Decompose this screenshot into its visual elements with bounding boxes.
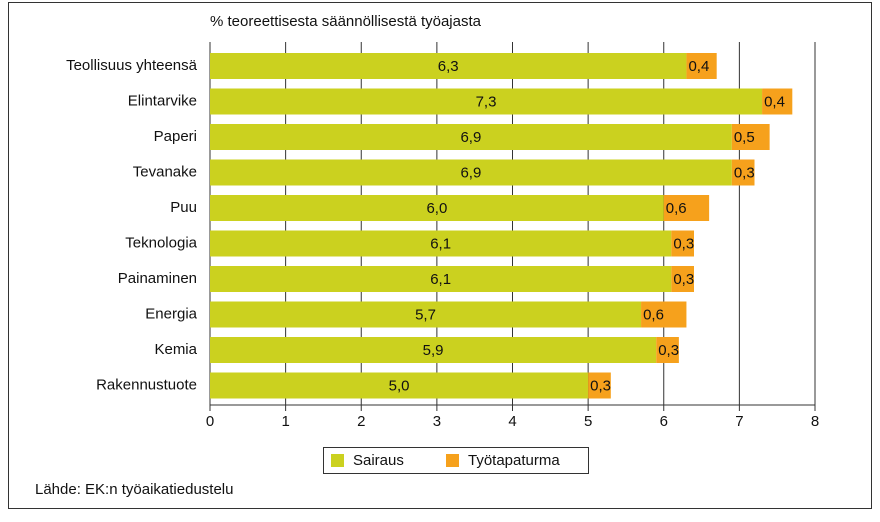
x-tick-label: 8 <box>811 413 819 430</box>
value-label: 0,3 <box>590 377 611 394</box>
bar-segment <box>762 88 793 115</box>
value-label: 5,0 <box>389 377 410 394</box>
value-label: 5,9 <box>423 342 444 359</box>
value-label: 0,4 <box>688 58 709 75</box>
value-label: 6,1 <box>430 235 451 252</box>
value-label: 6,3 <box>438 58 459 75</box>
value-label: 0,3 <box>658 342 679 359</box>
bar-segment <box>656 337 679 363</box>
bar-segment <box>663 195 710 221</box>
bar-segment <box>210 372 589 399</box>
value-label: 6,1 <box>430 271 451 288</box>
value-label: 0,3 <box>673 235 694 252</box>
legend-swatch <box>331 454 344 467</box>
value-label: 0,3 <box>673 271 694 288</box>
legend-label: Sairaus <box>353 452 404 469</box>
value-label: 5,7 <box>415 306 436 323</box>
bar-segment <box>641 301 687 328</box>
value-label: 6,9 <box>460 164 481 181</box>
bar-segment <box>686 53 717 79</box>
bar-segment <box>210 230 672 257</box>
bar-segment <box>731 124 770 150</box>
source-note: Lähde: EK:n työaikatiedustelu <box>35 481 233 498</box>
value-label: 0,6 <box>666 200 687 217</box>
value-label: 0,4 <box>764 93 785 110</box>
value-label: 6,9 <box>460 129 481 146</box>
x-tick-label: 0 <box>206 413 214 430</box>
bar-segment <box>210 53 687 79</box>
y-tick-label: Paperi <box>154 128 197 145</box>
y-tick-label: Energia <box>145 305 197 322</box>
bar-segment <box>731 159 755 186</box>
x-tick-label: 5 <box>584 413 592 430</box>
value-label: 0,3 <box>734 164 755 181</box>
y-tick-label: Rakennustuote <box>96 376 197 393</box>
bar-segment <box>210 337 657 363</box>
x-tick-label: 7 <box>735 413 743 430</box>
legend-swatch <box>446 454 459 467</box>
bar-segment <box>210 159 732 186</box>
x-tick-label: 3 <box>433 413 441 430</box>
legend-label: Työtapaturma <box>468 452 560 469</box>
y-tick-label: Tevanake <box>133 163 197 180</box>
x-tick-label: 6 <box>660 413 668 430</box>
bar-segment <box>671 266 694 292</box>
value-label: 6,0 <box>426 200 447 217</box>
y-tick-label: Teollisuus yhteensä <box>66 57 198 74</box>
x-tick-label: 1 <box>281 413 289 430</box>
y-tick-label: Teknologia <box>125 234 197 251</box>
x-tick-label: 4 <box>508 413 516 430</box>
y-tick-label: Painaminen <box>118 270 197 287</box>
value-label: 0,6 <box>643 306 664 323</box>
chart-subtitle: % teoreettisesta säännöllisestä työajast… <box>210 13 482 30</box>
bar-segment <box>210 301 642 328</box>
y-tick-label: Kemia <box>154 341 197 358</box>
bar-segment <box>588 372 611 399</box>
bar-segment <box>210 88 763 115</box>
bar-segment <box>210 195 664 221</box>
bar-segment <box>210 124 732 150</box>
value-label: 0,5 <box>734 129 755 146</box>
y-tick-label: Elintarvike <box>128 92 197 109</box>
x-tick-label: 2 <box>357 413 365 430</box>
bar-segment <box>210 266 672 292</box>
value-label: 7,3 <box>476 93 497 110</box>
bar-segment <box>671 230 694 257</box>
y-tick-label: Puu <box>170 199 197 216</box>
